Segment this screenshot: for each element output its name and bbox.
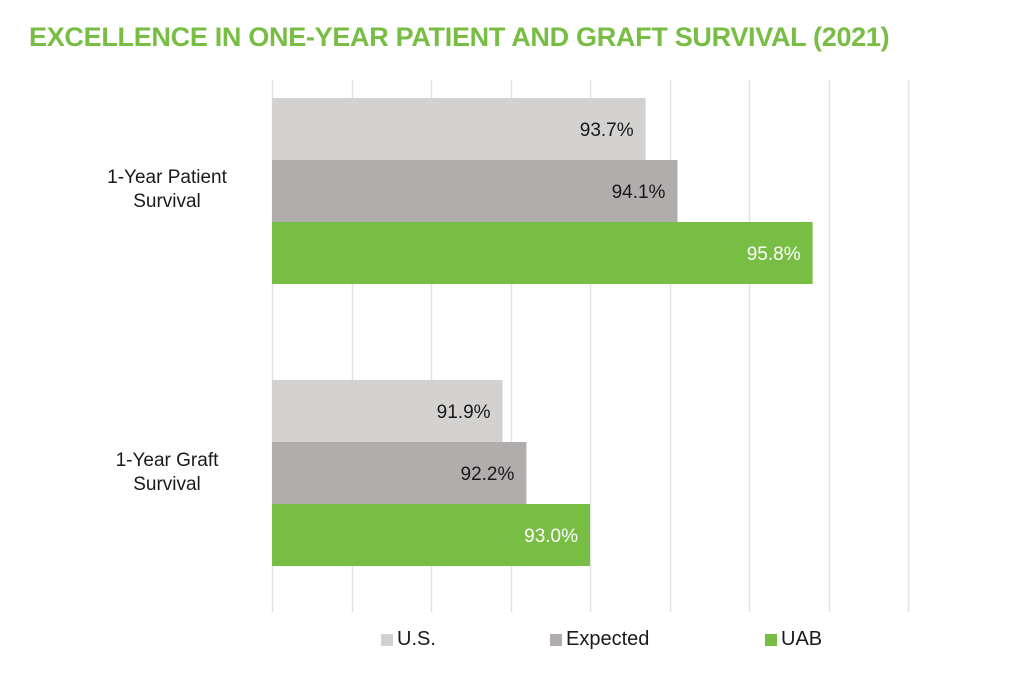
legend-label: UAB [781,628,823,650]
bar-us-graft [272,380,503,442]
category-label-line: 1-Year Patient [107,167,227,188]
bar-expected-patient [272,160,678,222]
legend-item: Expected [550,628,649,651]
legend-label: U.S. [397,628,436,650]
legend-swatch-icon [381,633,393,646]
legend-item: UAB [765,628,822,651]
data-label: 95.8% [747,244,801,265]
data-label: 93.7% [580,120,634,141]
legend-label: Expected [566,628,650,650]
data-label: 92.2% [461,464,515,485]
category-label-line: 1-Year Graft [115,450,219,471]
legend-swatch-icon [550,633,562,646]
legend-item: U.S. [381,628,436,651]
data-label: 91.9% [437,402,491,423]
data-label: 93.0% [524,526,578,547]
bar-uab-graft [272,504,590,566]
bar-expected-graft [272,442,527,504]
legend-swatch-icon [765,633,777,646]
category-label: 1-Year Graft Survival [67,449,267,497]
data-label: 94.1% [612,182,666,203]
legend: U.S. Expected UAB [0,628,1023,654]
bar-uab-patient [272,222,813,284]
category-label-line: Survival [133,474,201,495]
category-label-line: Survival [133,191,201,212]
category-label: 1-Year Patient Survival [67,166,267,214]
chart-title: EXCELLENCE IN ONE-YEAR PATIENT AND GRAFT… [29,22,890,52]
bar-us-patient [272,98,646,160]
